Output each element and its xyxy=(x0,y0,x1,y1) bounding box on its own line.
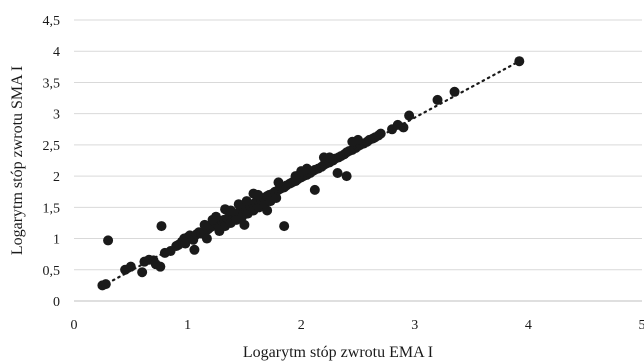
data-point xyxy=(398,122,409,133)
data-point xyxy=(201,233,212,244)
data-point xyxy=(137,267,148,278)
data-point xyxy=(155,261,166,272)
data-point xyxy=(241,196,252,207)
data-point xyxy=(279,221,290,232)
data-point xyxy=(103,235,114,246)
y-tick-labels: 0 0,5 1 1,5 2 2,5 3 3,5 4 4,5 xyxy=(43,14,61,310)
y-tick-label: 3,5 xyxy=(43,76,61,91)
y-tick-label: 1 xyxy=(53,233,60,248)
y-tick-label: 0 xyxy=(53,295,60,310)
x-tick-labels: 0 1 2 3 4 5 xyxy=(71,318,644,333)
data-point xyxy=(125,261,136,272)
data-point xyxy=(432,94,443,105)
data-point xyxy=(199,219,210,230)
data-point xyxy=(156,221,167,232)
y-tick-label: 3 xyxy=(53,108,60,123)
x-tick-label: 1 xyxy=(184,318,191,333)
data-point xyxy=(271,192,282,203)
data-point xyxy=(324,152,335,163)
x-axis-title: Logarytm stóp zwrotu EMA I xyxy=(243,344,433,361)
y-tick-label: 2,5 xyxy=(43,139,61,154)
x-tick-label: 5 xyxy=(639,318,644,333)
trend-line xyxy=(101,60,521,288)
data-point xyxy=(100,279,111,290)
y-tick-label: 0,5 xyxy=(43,264,61,279)
x-tick-label: 0 xyxy=(71,318,78,333)
x-tick-label: 3 xyxy=(411,318,418,333)
y-tick-label: 4 xyxy=(53,45,60,60)
data-point xyxy=(332,167,343,178)
y-tick-label: 1,5 xyxy=(43,201,61,216)
data-point xyxy=(341,171,352,182)
data-point xyxy=(233,199,244,210)
data-point xyxy=(347,136,358,147)
x-tick-label: 2 xyxy=(298,318,305,333)
y-tick-label: 2 xyxy=(53,170,60,185)
data-point xyxy=(404,110,415,121)
y-tick-label: 4,5 xyxy=(43,14,61,29)
y-axis-title: Logarytm stóp zwrotu SMA I xyxy=(9,66,26,255)
data-point xyxy=(273,177,284,188)
data-point xyxy=(239,219,250,230)
data-point xyxy=(309,184,320,195)
data-point xyxy=(225,205,236,216)
data-point xyxy=(296,166,307,177)
data-point xyxy=(189,244,200,255)
data-point xyxy=(207,214,218,225)
data-point xyxy=(262,205,273,216)
x-tick-label: 4 xyxy=(525,318,532,333)
data-point xyxy=(253,189,264,200)
data-point xyxy=(514,56,525,67)
